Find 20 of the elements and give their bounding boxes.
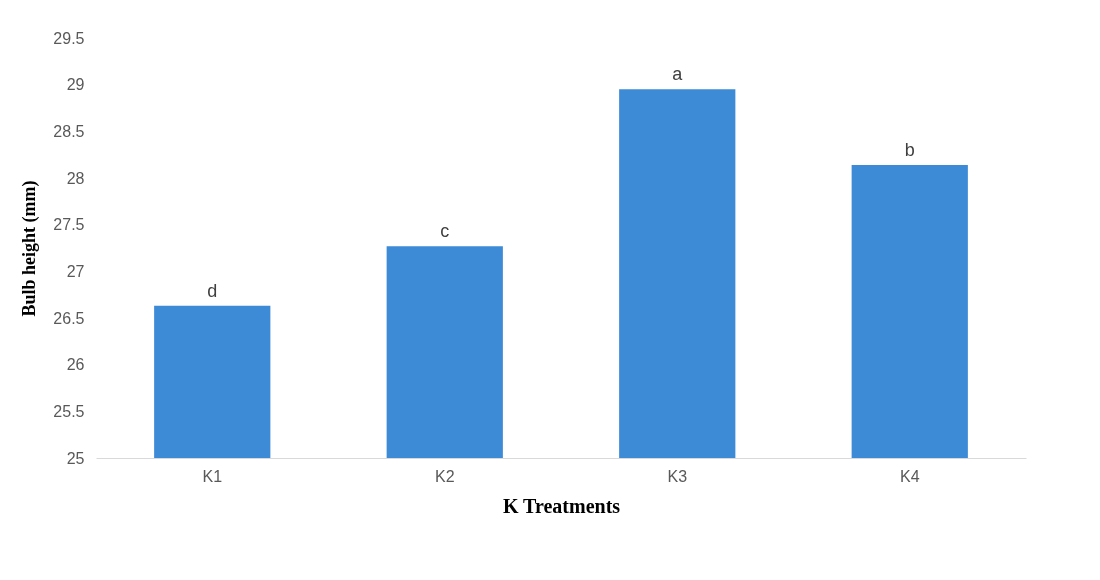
annotation: c <box>440 221 450 242</box>
y-tick-label: 27.5 <box>53 216 85 234</box>
y-tick-label: 26 <box>66 356 85 374</box>
x-axis-title: K Treatments <box>502 494 621 517</box>
y-tick-label: 26.5 <box>53 309 85 327</box>
annotation: a <box>672 64 684 85</box>
y-tick-label: 28.5 <box>53 122 85 140</box>
annotation: d <box>207 280 218 301</box>
y-axis-title: Bulb height (mm) <box>19 180 41 317</box>
x-tick-label: K4 <box>899 467 920 485</box>
y-tick-label: 27 <box>66 262 85 280</box>
x-tick-label: K1 <box>202 467 223 485</box>
x-tick-label: K2 <box>434 467 455 485</box>
y-tick-label: 28 <box>66 169 85 187</box>
y-tick-label: 25 <box>66 449 85 467</box>
y-tick-label: 29.5 <box>53 29 85 47</box>
y-tick-label: 29 <box>66 76 85 94</box>
annotation: b <box>904 139 915 160</box>
x-tick-label: K3 <box>667 467 688 485</box>
y-tick-label: 25.5 <box>53 402 85 420</box>
